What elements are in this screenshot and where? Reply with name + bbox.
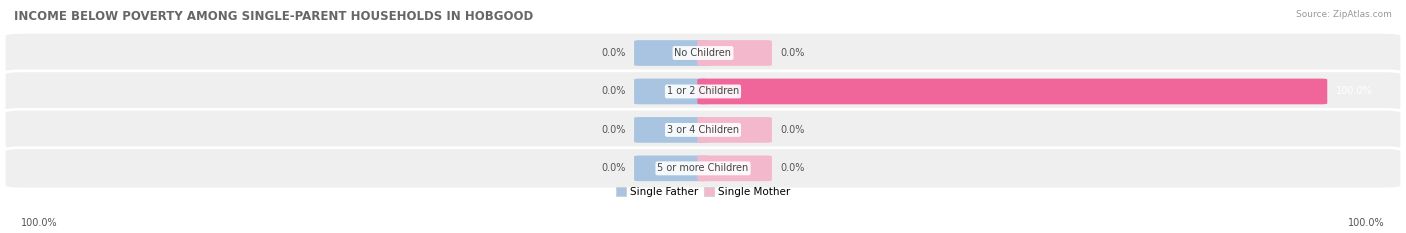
Text: 100.0%: 100.0%: [21, 218, 58, 228]
FancyBboxPatch shape: [634, 155, 709, 181]
Text: Source: ZipAtlas.com: Source: ZipAtlas.com: [1296, 10, 1392, 20]
Text: 0.0%: 0.0%: [602, 125, 626, 135]
FancyBboxPatch shape: [697, 40, 772, 66]
Text: 0.0%: 0.0%: [602, 163, 626, 173]
FancyBboxPatch shape: [4, 71, 1402, 112]
FancyBboxPatch shape: [697, 79, 1327, 104]
Text: 0.0%: 0.0%: [602, 86, 626, 96]
FancyBboxPatch shape: [634, 117, 709, 143]
Text: 100.0%: 100.0%: [1336, 86, 1372, 96]
FancyBboxPatch shape: [4, 109, 1402, 151]
Text: INCOME BELOW POVERTY AMONG SINGLE-PARENT HOUSEHOLDS IN HOBGOOD: INCOME BELOW POVERTY AMONG SINGLE-PARENT…: [14, 10, 533, 24]
FancyBboxPatch shape: [697, 117, 772, 143]
Text: 100.0%: 100.0%: [1348, 218, 1385, 228]
Legend: Single Father, Single Mother: Single Father, Single Mother: [612, 183, 794, 201]
Text: 0.0%: 0.0%: [602, 48, 626, 58]
Text: 0.0%: 0.0%: [780, 125, 804, 135]
Text: 5 or more Children: 5 or more Children: [658, 163, 748, 173]
FancyBboxPatch shape: [4, 32, 1402, 74]
FancyBboxPatch shape: [634, 79, 709, 104]
Text: No Children: No Children: [675, 48, 731, 58]
FancyBboxPatch shape: [634, 40, 709, 66]
Text: 0.0%: 0.0%: [780, 48, 804, 58]
Text: 1 or 2 Children: 1 or 2 Children: [666, 86, 740, 96]
Text: 3 or 4 Children: 3 or 4 Children: [666, 125, 740, 135]
FancyBboxPatch shape: [4, 148, 1402, 189]
Text: 0.0%: 0.0%: [780, 163, 804, 173]
FancyBboxPatch shape: [697, 155, 772, 181]
